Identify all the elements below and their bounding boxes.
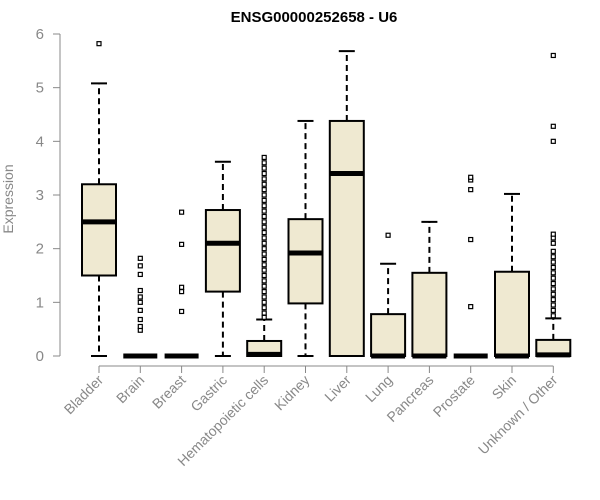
outlier-point xyxy=(550,254,556,260)
outlier-point xyxy=(261,229,267,236)
outlier-point xyxy=(261,160,267,166)
x-tick-label: Lung xyxy=(362,372,395,405)
outlier-point xyxy=(261,314,267,320)
outlier-point xyxy=(261,176,267,182)
box xyxy=(370,313,407,358)
outlier-point xyxy=(261,213,267,220)
outlier-point xyxy=(468,236,474,243)
outlier-point xyxy=(468,187,474,193)
outlier-point xyxy=(550,264,556,271)
outlier-point xyxy=(261,289,267,295)
y-axis-label: Expression xyxy=(0,164,16,233)
outlier-point xyxy=(550,286,556,292)
outlier-point xyxy=(261,154,267,161)
outlier-point xyxy=(468,174,474,180)
box xyxy=(328,119,365,357)
outlier-point xyxy=(179,241,185,247)
box xyxy=(411,271,448,358)
outlier-point xyxy=(261,267,267,273)
outlier-point xyxy=(137,287,143,294)
outlier-point xyxy=(261,272,267,279)
outlier-point xyxy=(261,235,267,241)
outlier-point xyxy=(261,278,267,284)
outlier-point xyxy=(261,256,267,262)
x-tick-label: Kidney xyxy=(271,372,313,414)
outlier-point xyxy=(179,289,185,295)
box xyxy=(81,183,117,277)
outlier-point xyxy=(550,302,556,308)
outlier-point xyxy=(261,305,267,311)
outlier-point xyxy=(137,307,143,313)
outlier-point xyxy=(550,275,556,281)
outlier-point xyxy=(550,297,556,303)
outlier-point xyxy=(261,203,267,209)
outlier-point xyxy=(137,299,143,305)
outlier-point xyxy=(137,294,143,300)
outlier-point xyxy=(261,208,267,214)
outlier-point xyxy=(261,219,267,225)
y-tick-label: 2 xyxy=(36,241,44,258)
outlier-point xyxy=(385,232,391,238)
outlier-point xyxy=(261,299,267,305)
outlier-point xyxy=(261,181,267,187)
box xyxy=(204,209,241,293)
outlier-point xyxy=(96,41,102,47)
outliers xyxy=(96,41,556,333)
y-tick-label: 1 xyxy=(36,294,44,311)
outlier-point xyxy=(261,224,267,230)
outlier-point xyxy=(261,170,267,177)
x-tick-label: Skin xyxy=(489,372,520,403)
y-tick-label: 3 xyxy=(36,187,44,204)
box xyxy=(287,218,324,305)
outlier-point xyxy=(550,259,556,265)
outlier-point xyxy=(550,307,556,313)
outlier-point xyxy=(137,323,143,330)
x-tick-label: Prostate xyxy=(430,372,478,420)
outlier-point xyxy=(550,240,556,246)
outlier-point xyxy=(261,246,267,252)
axes xyxy=(53,33,554,373)
x-tick-label: Breast xyxy=(149,372,189,412)
outlier-point xyxy=(550,231,556,237)
outlier-point xyxy=(261,283,267,289)
chart-title: ENSG00000252658 - U6 xyxy=(231,9,398,26)
x-tick-label: Bladder xyxy=(61,372,107,418)
outlier-point xyxy=(261,251,267,257)
outlier-point xyxy=(261,197,267,203)
y-tick-label: 4 xyxy=(36,133,44,150)
outlier-point xyxy=(137,255,143,261)
outlier-point xyxy=(261,192,267,198)
y-tick-label: 0 xyxy=(36,348,44,365)
outlier-point xyxy=(468,304,474,310)
y-tick-label: 5 xyxy=(36,80,44,97)
outlier-point xyxy=(137,316,143,323)
x-tick-label: Brain xyxy=(113,372,147,406)
y-tick-label: 6 xyxy=(36,26,44,43)
outlier-point xyxy=(550,52,556,59)
outlier-point xyxy=(137,271,143,278)
outlier-point xyxy=(550,280,556,287)
box xyxy=(494,270,530,358)
boxes xyxy=(81,50,572,359)
outlier-point xyxy=(261,240,267,246)
outlier-point xyxy=(261,165,267,171)
outlier-point xyxy=(550,270,556,276)
outlier-point xyxy=(550,313,556,319)
outlier-point xyxy=(550,248,556,254)
outlier-point xyxy=(550,291,556,297)
outlier-point xyxy=(261,262,267,268)
outlier-point xyxy=(179,209,185,215)
outlier-point xyxy=(261,187,267,193)
outlier-point xyxy=(261,294,267,300)
outlier-point xyxy=(550,123,556,129)
outlier-point xyxy=(137,263,143,269)
outlier-point xyxy=(550,138,556,144)
x-tick-label: Liver xyxy=(321,372,354,405)
outlier-point xyxy=(179,308,185,315)
outlier-point xyxy=(261,310,267,316)
outlier-point xyxy=(179,284,185,290)
